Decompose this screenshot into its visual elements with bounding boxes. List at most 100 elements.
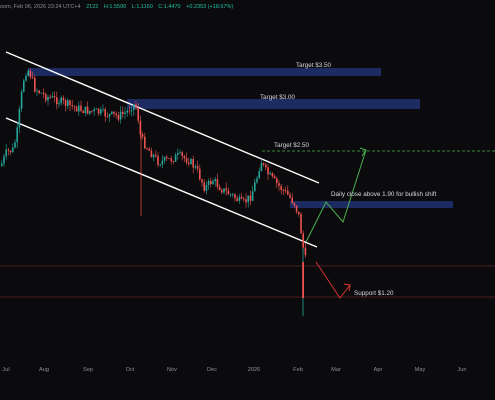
candle-body [300,214,302,234]
candle-body [146,148,148,150]
candle-body [91,110,93,112]
candle-body [214,179,216,182]
candle-body [221,190,223,193]
candle-body [196,166,199,169]
ohlc-high: H:1.5500 [103,4,127,10]
candle-body [267,167,269,175]
candle-body [210,180,212,185]
candle-body [104,109,106,117]
candle-body [166,157,168,159]
candle-body [258,171,260,179]
candle-body [289,194,291,198]
bullish-projection-path [305,149,367,243]
candle-body [192,159,194,168]
candle-body [69,100,71,106]
candle-body [45,94,47,101]
candle-body [78,105,80,112]
candle-body [29,70,32,78]
candle-body [262,163,265,165]
candle-body [34,77,36,92]
x-tick-label: Mar [331,367,341,373]
ohlc-close: C:1.4470 [158,4,181,10]
candle-body [282,189,285,191]
candle-body [271,173,274,177]
candle-body [295,205,298,212]
candle-body [73,106,76,107]
candle-body [293,203,296,206]
candle-body [218,186,221,191]
candle-body [82,110,84,114]
candle-body [302,233,304,248]
candle-body [201,179,203,183]
x-tick-label: 2026 [248,367,260,373]
candle-body [115,113,117,116]
candle-body [130,110,133,112]
candle-body [185,158,188,163]
candle-body [298,211,300,215]
candle-body [163,157,166,161]
chart-title-fragment: oom, Feb 06, 2026 23:24 UTC+4 [0,4,81,10]
candle-body [126,110,128,113]
candle-body [51,96,54,98]
candle-body [170,158,172,162]
candle-body [89,110,91,114]
x-tick-label: Jun [457,367,466,373]
candle-body [284,190,287,192]
candle-body [97,108,100,114]
candle-body [12,147,14,153]
candle-body [95,108,98,110]
ohlc-open: 2122 [86,4,99,10]
candle-body [124,112,126,114]
candle-body [137,107,139,121]
candle-body [232,194,234,196]
candle-body [16,127,18,143]
candle-body [203,182,205,191]
candle-body [20,91,23,109]
candle-body [38,90,40,93]
candle-body [111,111,113,114]
bullish-arrowhead [359,147,367,157]
candle-body [27,70,29,76]
candle-body [58,103,60,105]
x-tick-label: Feb [293,367,303,373]
candle-body [86,106,89,114]
candle-body [181,152,183,156]
candle-body [53,96,56,98]
ohlc-low: L:1.1160 [131,4,153,10]
target-350-label: Target $3.50 [296,62,332,69]
x-tick-label: Nov [167,367,177,373]
candle-body [9,150,12,153]
candle-body [122,111,124,114]
candle-body [5,149,7,157]
candle-body [190,159,192,165]
support-label: Support $1.20 [354,290,394,297]
candle-body [36,90,38,92]
candle-body [304,247,307,256]
candle-body [273,176,276,179]
candle-body [100,109,102,114]
candle-body [18,108,21,128]
candle-body [139,120,142,135]
candle-body [229,194,232,196]
ohlc-change: +0.2353 (+18.67%) [186,4,234,10]
candle-body [249,195,252,201]
candle-body [216,179,219,187]
candle-body [108,113,111,117]
candle-body [135,104,137,108]
candle-body [276,178,278,184]
candle-body [227,190,230,195]
candle-body [254,182,256,192]
candle-body [256,178,258,183]
chart-header: oom, Feb 06, 2026 23:24 UTC+4 2122 H:1.5… [0,0,495,20]
candle-body [14,142,16,148]
candle-body [243,198,245,200]
x-tick-label: Oct [126,367,135,373]
candle-body [234,194,236,199]
candle-body [141,134,144,137]
candle-body [159,164,161,166]
candle-body [106,116,109,118]
x-axis: Jul Aug Sep Oct Nov Dec 2026 Feb Mar Apr May Jun [2,367,466,373]
candle-body [260,163,263,172]
